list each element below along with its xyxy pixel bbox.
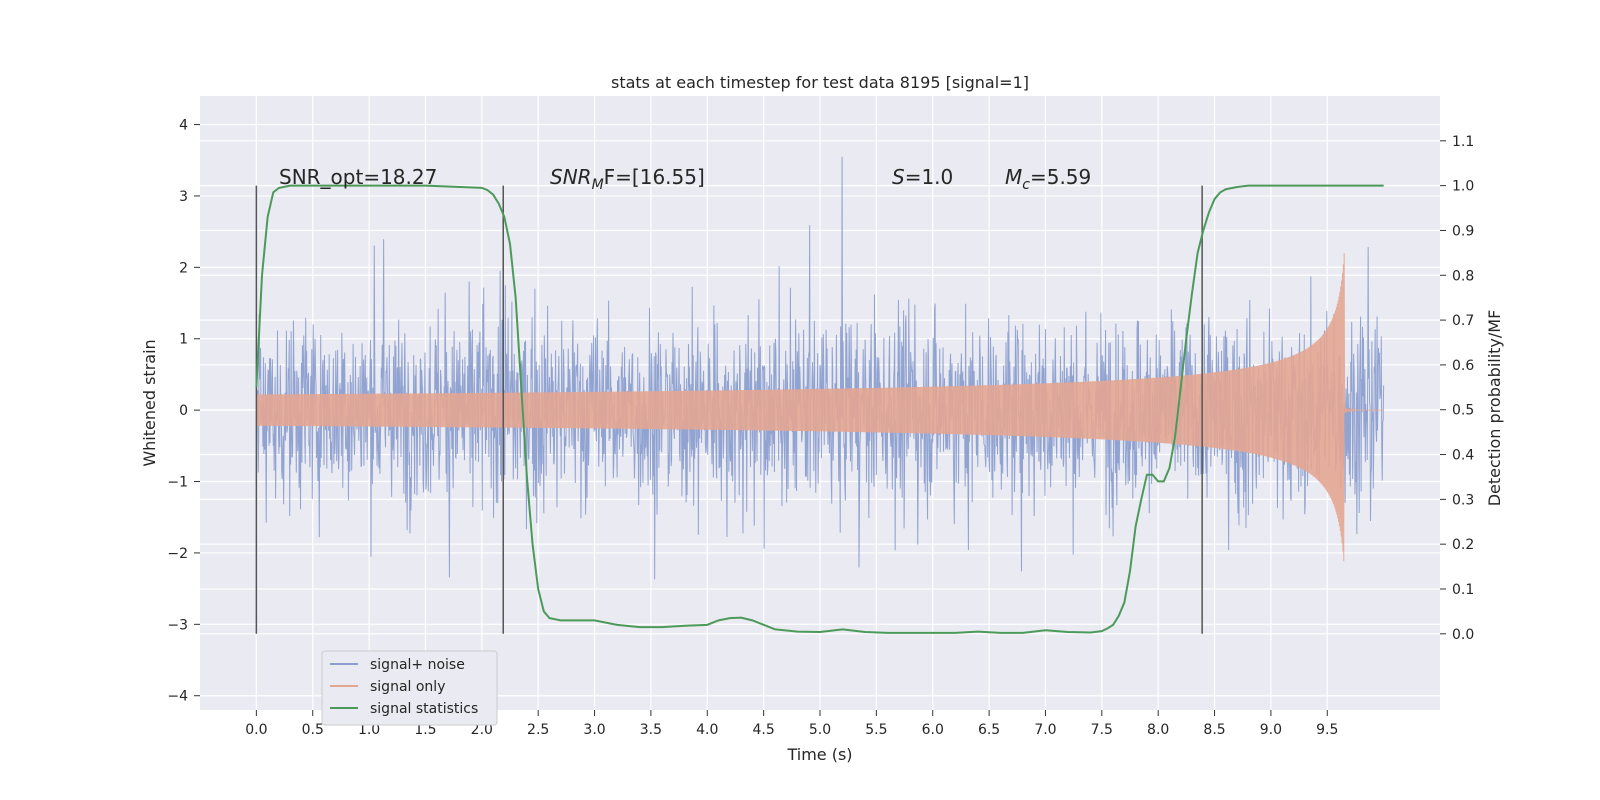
annotation-mc-label: M	[1005, 165, 1022, 189]
legend-label-signal-noise: signal+ noise	[370, 657, 465, 673]
annotation-mc: Mc=5.59	[1005, 165, 1091, 193]
y2-tick-label: 0.1	[1452, 582, 1474, 598]
x-tick-label: 0.0	[245, 722, 267, 738]
y-axis-label: Whitened strain	[140, 339, 159, 466]
x-tick-label: 4.5	[753, 722, 775, 738]
series-signal-noise	[255, 156, 1385, 580]
annotations: SNR_opt=18.27 SNRMF=[16.55] S=1.0 Mc=5.5…	[279, 165, 1091, 193]
annotation-s-label: S	[892, 165, 905, 189]
x-tick-label: 1.5	[414, 722, 436, 738]
y-tick-label: 2	[179, 260, 188, 276]
y2-tick-label: 0.3	[1452, 492, 1474, 508]
y2-tick-label: 0.9	[1452, 223, 1474, 239]
series-signal-statistics	[255, 184, 1384, 634]
annotation-snr-mf-label: SNR	[550, 165, 592, 189]
y2-tick-label: 0.0	[1452, 627, 1474, 643]
x-tick-label: 4.0	[696, 722, 718, 738]
x-tick-label: 5.5	[865, 722, 887, 738]
y2-tick-label: 1.1	[1452, 134, 1474, 150]
x-tick-label: 2.0	[471, 722, 493, 738]
x-tick-label: 1.0	[358, 722, 380, 738]
y2-tick-label: 0.4	[1452, 448, 1474, 464]
x-tick-label: 0.5	[302, 722, 324, 738]
x-tick-label: 9.5	[1316, 722, 1338, 738]
x-tick-label: 3.5	[640, 722, 662, 738]
annotation-snr-mf: SNRMF=[16.55]	[550, 165, 705, 193]
y2-tick-label: 0.2	[1452, 537, 1474, 553]
x-tick-label: 9.0	[1260, 722, 1282, 738]
legend-box	[321, 650, 498, 726]
x-tick-label: 8.5	[1203, 722, 1225, 738]
data-layer	[255, 156, 1385, 634]
y2-tick-label: 0.6	[1452, 358, 1474, 374]
x-tick-label: 6.0	[922, 722, 944, 738]
x-tick-label: 2.5	[527, 722, 549, 738]
y2-axis-label: Detection probability/MF	[1485, 310, 1504, 507]
x-tick-label: 7.0	[1034, 722, 1056, 738]
x-tick-label: 5.0	[809, 722, 831, 738]
y2-tick-label: 1.0	[1452, 179, 1474, 195]
annotation-mc-sub: c	[1022, 177, 1030, 193]
chart-title: stats at each timestep for test data 819…	[611, 73, 1029, 92]
x-axis-label: Time (s)	[786, 745, 852, 764]
x-tick-label: 8.0	[1147, 722, 1169, 738]
y-tick-label: 3	[179, 189, 188, 205]
y-tick-label: −2	[167, 546, 188, 562]
annotation-s: S=1.0	[892, 165, 953, 189]
y-tick-label: 4	[179, 118, 188, 134]
ticks: 0.0 0.5 1.0 1.5 2.0 2.5 3.0 3.5 4.0 4.5 5.0 5.5 6.0 6…	[167, 118, 1474, 738]
y2-tick-label: 0.7	[1452, 313, 1474, 329]
series-signal-only	[255, 253, 1384, 562]
legend-label-signal-only: signal only	[370, 679, 445, 695]
y-tick-label: 0	[179, 403, 188, 419]
y-tick-label: −4	[167, 689, 188, 705]
annotation-snr-opt: SNR_opt=18.27	[279, 165, 437, 189]
annotation-snr-mf-sub: M	[592, 177, 604, 193]
y-tick-label: −1	[167, 475, 188, 491]
x-tick-label: 7.5	[1091, 722, 1113, 738]
y2-tick-label: 0.5	[1452, 403, 1474, 419]
annotation-mc-value: =5.59	[1030, 165, 1091, 189]
x-tick-label: 3.0	[583, 722, 605, 738]
y-tick-label: −3	[167, 617, 188, 633]
legend: signal+ noise signal only signal statist…	[321, 650, 498, 726]
y2-tick-label: 0.8	[1452, 268, 1474, 284]
y-tick-label: 1	[179, 332, 188, 348]
annotation-s-value: =1.0	[905, 165, 954, 189]
legend-label-signal-statistics: signal statistics	[370, 701, 478, 717]
x-tick-label: 6.5	[978, 722, 1000, 738]
annotation-snr-mf-value: F=[16.55]	[604, 165, 705, 189]
